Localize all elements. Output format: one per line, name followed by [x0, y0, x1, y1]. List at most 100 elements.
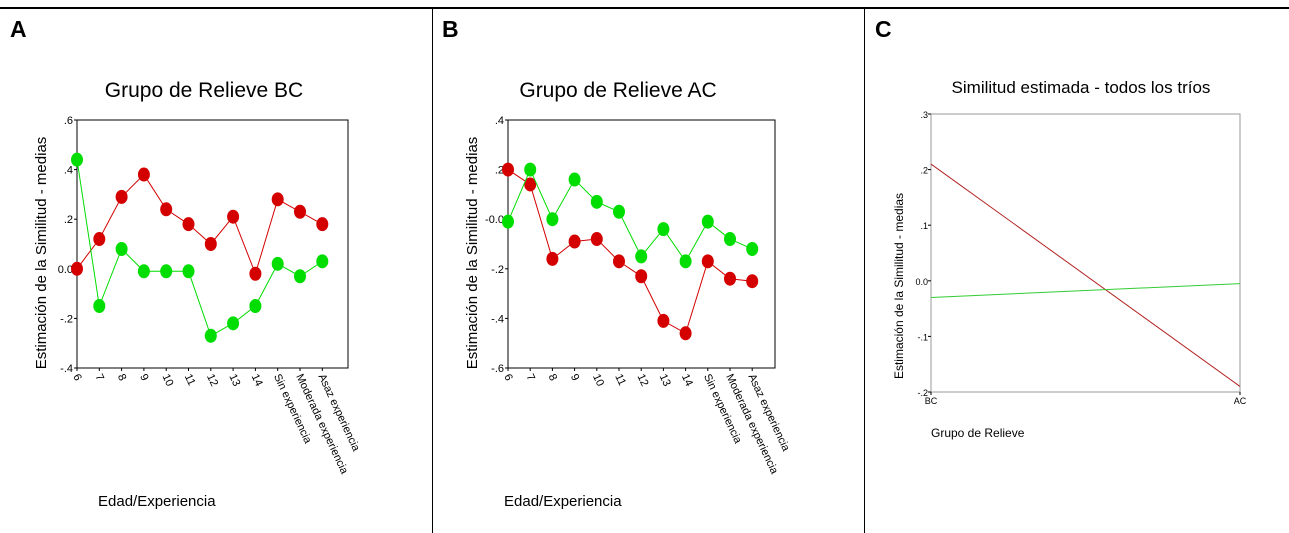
- data-point: [227, 316, 240, 331]
- panel-letter-b: B: [442, 16, 459, 42]
- panel-a: A Grupo de Relieve BC Estimación de la S…: [0, 9, 432, 533]
- data-point: [701, 214, 714, 229]
- plot-frame: [76, 119, 349, 369]
- y-tick-label: .4: [64, 165, 73, 177]
- chart-title: Grupo de Relieve BC: [105, 79, 303, 102]
- data-point: [71, 261, 83, 276]
- x-tick-label: 13: [657, 372, 673, 388]
- y-axis-label: Estimación de la Similitud - medias: [33, 137, 50, 370]
- data-point: [294, 204, 306, 219]
- x-tick-label: BC: [925, 396, 938, 406]
- panel-letter-a: A: [10, 16, 27, 42]
- x-tick-label: 14: [249, 372, 265, 388]
- y-tick-label: -.4: [60, 363, 73, 375]
- top-border: [0, 7, 1289, 9]
- y-tick-label: .2: [920, 166, 928, 176]
- data-point: [115, 241, 128, 256]
- data-point: [115, 189, 128, 204]
- data-point: [590, 194, 603, 209]
- x-tick-label: 14: [679, 372, 695, 388]
- data-point: [93, 299, 106, 313]
- data-point: [137, 167, 150, 182]
- y-tick-label: -.2: [60, 313, 73, 325]
- data-point: [746, 241, 759, 256]
- x-axis-label: Edad/Experiencia: [504, 493, 622, 510]
- data-point: [249, 266, 262, 281]
- y-tick-label: .2: [495, 165, 504, 177]
- series-line-1: [930, 163, 1241, 387]
- y-tick-label: -.2: [917, 388, 928, 398]
- y-ticks: .3 .2 .1 0.0 -.1 -.2: [915, 110, 931, 398]
- y-tick-label: .6: [64, 115, 73, 127]
- x-axis-label: Edad/Experiencia: [98, 493, 216, 510]
- y-tick-label: 0.0: [58, 264, 73, 276]
- data-point: [316, 217, 329, 232]
- x-tick-label: 10: [159, 372, 175, 388]
- data-point: [568, 234, 581, 249]
- data-point: [524, 177, 537, 192]
- data-point: [160, 202, 173, 217]
- data-point: [568, 172, 581, 187]
- data-point: [701, 254, 714, 269]
- data-point: [657, 313, 670, 328]
- data-point: [613, 204, 625, 219]
- x-tick-label: 9: [568, 372, 581, 383]
- data-point: [613, 254, 625, 269]
- chart-c-svg: C Similitud estimada - todos los tríos E…: [875, 16, 1247, 440]
- series-line-2: [507, 168, 753, 263]
- series-group: [930, 163, 1241, 387]
- x-tick-label: 8: [546, 372, 559, 383]
- y-tick-label: -.6: [491, 363, 504, 375]
- data-point: [271, 256, 284, 271]
- y-tick-label: -0.0: [485, 214, 504, 226]
- data-point: [679, 326, 692, 341]
- y-tick-label: -.1: [917, 332, 928, 342]
- panel-divider-2: [864, 7, 865, 533]
- data-point: [294, 269, 306, 284]
- y-axis-label: Estimación de la Similitud - medias: [892, 193, 906, 379]
- series-group: [71, 152, 329, 343]
- y-tick-label: -.4: [491, 313, 504, 325]
- data-point: [182, 217, 195, 232]
- x-tick-label: 7: [523, 372, 536, 383]
- data-point: [724, 232, 736, 247]
- data-point: [724, 271, 736, 286]
- data-point: [524, 162, 537, 177]
- data-point: [93, 232, 106, 247]
- series-line-2: [930, 283, 1241, 298]
- data-point: [160, 264, 173, 279]
- x-tick-label: 9: [137, 372, 150, 383]
- chart-b-svg: B Grupo de Relieve AC Estimación de la S…: [442, 16, 792, 510]
- data-point: [746, 274, 759, 289]
- y-tick-label: .3: [920, 110, 928, 120]
- x-tick-label: 7: [93, 372, 106, 383]
- x-tick-label: 6: [70, 372, 83, 383]
- plot-frame: [930, 113, 1241, 393]
- series-line-2: [76, 159, 323, 337]
- x-axis-label: Grupo de Relieve: [931, 426, 1025, 440]
- x-tick-label: 12: [204, 372, 220, 388]
- data-point: [316, 254, 329, 269]
- data-point: [657, 222, 670, 237]
- data-point: [679, 254, 692, 269]
- data-point: [182, 264, 195, 279]
- series-line-1: [76, 173, 323, 276]
- data-point: [71, 152, 83, 167]
- y-tick-label: -.2: [491, 264, 504, 276]
- y-tick-label: .2: [64, 214, 73, 226]
- x-tick-label: AC: [1234, 396, 1247, 406]
- panel-divider-1: [432, 7, 433, 533]
- series-group: [502, 162, 759, 341]
- data-point: [204, 237, 217, 251]
- x-tick-label: 6: [501, 372, 514, 383]
- data-point: [502, 162, 514, 177]
- x-tick-label: 13: [226, 372, 242, 388]
- panel-letter-c: C: [875, 16, 892, 42]
- x-tick-label: 11: [612, 372, 628, 387]
- y-tick-label: 0.0: [915, 277, 928, 287]
- x-tick-label: 10: [590, 372, 606, 388]
- y-ticks: .4 .2 -0.0 -.2 -.4 -.6: [485, 115, 508, 375]
- data-point: [546, 212, 559, 227]
